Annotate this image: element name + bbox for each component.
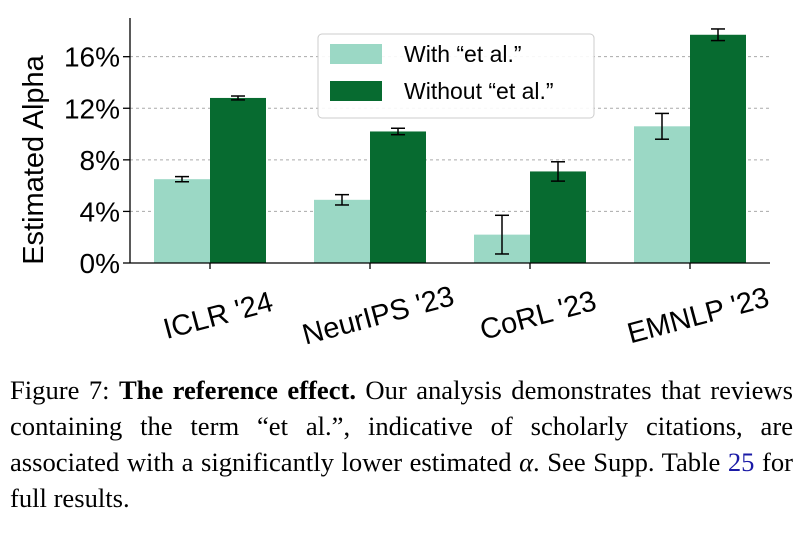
bar xyxy=(314,199,370,263)
figure-caption: Figure 7: The reference effect. Our anal… xyxy=(10,372,793,516)
table-link[interactable]: 25 xyxy=(727,447,755,477)
bar xyxy=(154,179,210,263)
y-tick-label: 12% xyxy=(64,93,120,124)
error-bars xyxy=(175,28,725,255)
caption-text-3: for full results. xyxy=(10,447,793,513)
caption-title: The reference effect. xyxy=(118,375,357,405)
bar-chart: 0% 4% 8% 12% 16% ICLR '24 NeurIPS '23 CoRL '23… xyxy=(18,18,773,352)
legend-box xyxy=(317,33,595,119)
y-axis-title: Estimated Alpha xyxy=(18,54,50,264)
x-tick-label: CoRL '23 xyxy=(477,285,600,347)
bar xyxy=(634,126,690,263)
y-tick-label: 16% xyxy=(64,42,120,73)
axes xyxy=(129,18,770,269)
legend-label: With “et al.” xyxy=(404,41,522,67)
y-ticks: 0% 4% 8% 12% 16% xyxy=(64,42,130,279)
bar xyxy=(690,34,746,264)
x-tick-label: EMNLP '23 xyxy=(624,282,773,351)
y-tick-label: 0% xyxy=(80,248,120,279)
x-tick-label: NeurIPS '23 xyxy=(299,280,457,351)
x-tick-label: ICLR '24 xyxy=(160,286,276,346)
bar xyxy=(530,171,586,263)
legend-swatch xyxy=(330,44,382,64)
x-tick-labels: ICLR '24 NeurIPS '23 CoRL '23 EMNLP '23 xyxy=(160,280,772,351)
y-tick-label: 4% xyxy=(80,196,120,227)
legend: With “et al.” Without “et al.” xyxy=(317,33,595,119)
bar xyxy=(370,131,426,263)
caption-prefix: Figure 7: xyxy=(10,375,119,405)
bars xyxy=(154,34,746,264)
legend-label: Without “et al.” xyxy=(404,78,554,104)
y-tick-label: 8% xyxy=(80,145,120,176)
legend-swatch xyxy=(330,81,382,101)
bar xyxy=(210,97,266,264)
caption-text-2: . See Supp. Table xyxy=(533,447,728,477)
caption-text: Our analysis demonstrates that reviews c… xyxy=(10,375,793,477)
caption-alpha: α xyxy=(519,447,534,477)
